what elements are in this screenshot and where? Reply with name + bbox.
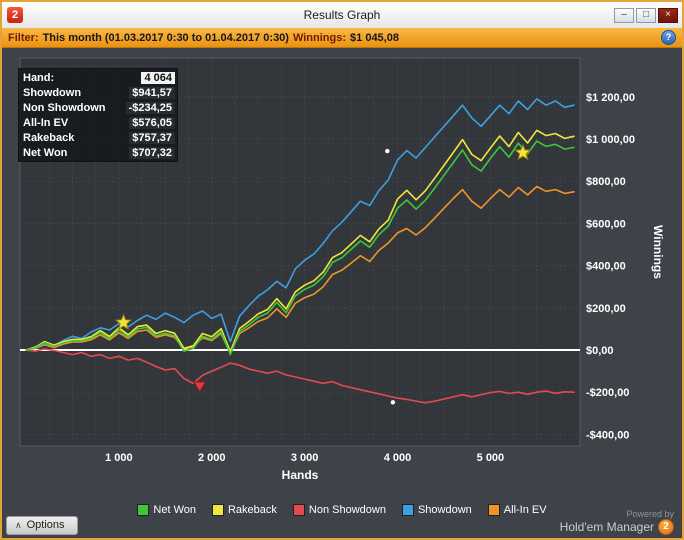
powered-by: Powered by Hold'em Manager 2 xyxy=(560,509,674,535)
legend-item-rakeback: Rakeback xyxy=(211,504,277,516)
y-axis-tick-label: $1 200,00 xyxy=(586,92,635,104)
legend-label: Rakeback xyxy=(227,504,277,516)
holdem-manager-text: Hold'em Manager xyxy=(559,520,654,534)
bottom-bar: Net Won Rakeback Non Showdown Showdown All-I… xyxy=(2,500,682,538)
y-axis-title: Winnings xyxy=(651,225,665,279)
window-title: Results Graph xyxy=(303,8,381,22)
x-axis-tick-label: 5 000 xyxy=(477,452,505,464)
tooltip-row-hand-: Hand: 4 064 xyxy=(21,70,175,85)
x-axis-title: Hands xyxy=(282,468,319,482)
tooltip-row-all-in-ev: All-In EV $576,05 xyxy=(21,115,175,130)
x-axis-tick-label: 1 000 xyxy=(105,452,133,464)
y-axis-tick-label: $200,00 xyxy=(586,303,626,315)
y-axis-tick-label: $1 000,00 xyxy=(586,134,635,146)
tooltip-label: Non Showdown xyxy=(23,101,106,114)
y-axis-tick-label: -$400,00 xyxy=(586,429,629,441)
chart-panel: $1 200,00 $1 000,00 $800,00 $600,00 $400,00 $… xyxy=(2,48,682,500)
tooltip-value: -$234,25 xyxy=(125,101,175,114)
help-icon[interactable]: ? xyxy=(661,30,676,45)
tooltip-value: $707,32 xyxy=(129,146,175,159)
x-axis-tick-label: 2 000 xyxy=(198,452,226,464)
dot-marker xyxy=(390,400,396,405)
all-in-ev-swatch-icon xyxy=(487,504,500,516)
chevron-up-icon: ∧ xyxy=(15,519,22,530)
hm2-app-icon: 2 xyxy=(7,7,23,23)
legend-item-all-in-ev: All-In EV xyxy=(487,504,547,516)
legend-label: Non Showdown xyxy=(308,504,386,516)
minimize-button[interactable]: – xyxy=(614,7,634,23)
showdown-swatch-icon xyxy=(401,504,414,516)
options-button[interactable]: ∧ Options xyxy=(6,516,78,535)
series-line-non-showdown xyxy=(25,348,575,404)
window-controls: – □ × xyxy=(612,7,678,23)
tooltip-value: $941,57 xyxy=(129,86,175,99)
options-label: Options xyxy=(26,519,65,531)
legend-label: All-In EV xyxy=(503,504,547,516)
results-chart[interactable]: $1 200,00 $1 000,00 $800,00 $600,00 $400,00 $… xyxy=(2,48,682,500)
x-axis-tick-label: 4 000 xyxy=(384,452,412,464)
tooltip-label: All-In EV xyxy=(23,116,69,129)
rakeback-swatch-icon xyxy=(211,504,224,516)
x-axis-tick-label: 3 000 xyxy=(291,452,319,464)
filter-label: Filter: xyxy=(8,31,39,44)
filter-bar: Filter: This month (01.03.2017 0:30 to 0… xyxy=(2,28,682,48)
tooltip-label: Showdown xyxy=(23,86,82,99)
net-won-swatch-icon xyxy=(137,504,150,516)
series-line-rakeback xyxy=(25,129,575,353)
close-button[interactable]: × xyxy=(658,7,678,23)
chart-legend: Net Won Rakeback Non Showdown Showdown All-I… xyxy=(2,500,682,516)
tooltip-value: $757,37 xyxy=(129,131,175,144)
winnings-value: $1 045,08 xyxy=(350,31,399,44)
y-axis-tick-label: $600,00 xyxy=(586,218,626,230)
non-showdown-swatch-icon xyxy=(292,504,305,516)
series-line-showdown xyxy=(25,98,575,351)
tooltip-row-rakeback: Rakeback $757,37 xyxy=(21,130,175,145)
star-marker xyxy=(114,313,133,331)
tooltip-value: 4 064 xyxy=(141,71,175,84)
y-axis-tick-label: -$200,00 xyxy=(586,387,629,399)
maximize-button[interactable]: □ xyxy=(636,7,656,23)
star-marker xyxy=(514,143,532,161)
y-axis-tick-label: $800,00 xyxy=(586,176,626,188)
chart-tooltip: Hand: 4 064 Showdown $941,57 Non Showdown -$2… xyxy=(18,68,178,162)
legend-label: Net Won xyxy=(153,504,196,516)
series-line-all-in-ev xyxy=(25,185,575,355)
legend-item-showdown: Showdown xyxy=(401,504,472,516)
series-line-net-won xyxy=(25,140,575,356)
tooltip-label: Rakeback xyxy=(23,131,75,144)
legend-label: Showdown xyxy=(417,504,472,516)
powered-by-text: Powered by xyxy=(626,509,674,519)
tooltip-label: Net Won xyxy=(23,146,68,159)
tooltip-row-non-showdown: Non Showdown -$234,25 xyxy=(21,100,175,115)
legend-item-net-won: Net Won xyxy=(137,504,196,516)
triangle-down-marker xyxy=(192,381,207,393)
y-axis-tick-label: $400,00 xyxy=(586,261,626,273)
legend-item-non-showdown: Non Showdown xyxy=(292,504,386,516)
tooltip-row-showdown: Showdown $941,57 xyxy=(21,85,175,100)
tooltip-value: $576,05 xyxy=(129,116,175,129)
titlebar[interactable]: 2 Results Graph – □ × xyxy=(2,2,682,28)
dot-marker xyxy=(385,148,390,154)
hm-logo-icon: 2 xyxy=(658,519,674,535)
tooltip-label: Hand: xyxy=(23,71,55,84)
filter-range-text: This month (01.03.2017 0:30 to 01.04.201… xyxy=(42,31,289,44)
tooltip-row-net-won: Net Won $707,32 xyxy=(21,145,175,160)
y-axis-tick-label: $0,00 xyxy=(586,345,614,357)
winnings-label: Winnings: xyxy=(292,31,347,44)
